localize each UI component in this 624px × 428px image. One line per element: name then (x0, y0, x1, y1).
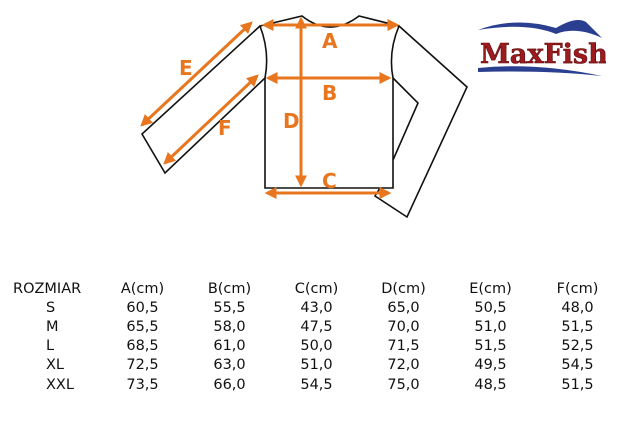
measurement-cell: 49,5 (474, 357, 507, 374)
header-e: E(cm) (469, 280, 512, 297)
measurement-cell: 66,0 (213, 376, 246, 393)
measurement-cell: 51,5 (474, 338, 507, 355)
measurement-cell: 65,5 (126, 318, 159, 335)
measurement-cell: 68,5 (126, 338, 159, 355)
header-b: B(cm) (207, 280, 252, 297)
size-table: ROZMIAR A(cm) B(cm) C(cm) D(cm) E(cm) F(… (8, 279, 621, 394)
measurement-cell: 48,5 (474, 376, 507, 393)
measurement-cell: 51,0 (300, 357, 333, 374)
maxfish-logo: MaxFish (478, 20, 606, 76)
table-row: L 68,5 61,0 50,0 71,5 51,5 52,5 (8, 337, 621, 356)
arrow-f (163, 74, 259, 165)
measurement-cell: 47,5 (300, 318, 333, 335)
label-f: F (218, 116, 232, 140)
size-cell: M (46, 318, 59, 335)
measurement-cell: 72,5 (126, 357, 159, 374)
measurement-cell: 54,5 (300, 376, 333, 393)
size-cell: XXL (46, 376, 74, 393)
label-d: D (283, 109, 300, 133)
table-header-row: ROZMIAR A(cm) B(cm) C(cm) D(cm) E(cm) F(… (8, 279, 621, 298)
header-d: D(cm) (381, 280, 426, 297)
arrow-e (140, 21, 253, 127)
measurement-cell: 51,5 (561, 318, 594, 335)
measurement-cell: 50,5 (474, 299, 507, 316)
label-b: B (322, 81, 337, 105)
table-row: XXL 73,5 66,0 54,5 75,0 48,5 51,5 (8, 375, 621, 394)
measurement-cell: 52,5 (561, 338, 594, 355)
table-row: XL 72,5 63,0 51,0 72,0 49,5 54,5 (8, 356, 621, 375)
label-c: C (322, 169, 337, 193)
label-e: E (179, 56, 193, 80)
measurement-cell: 63,0 (213, 357, 246, 374)
header-f: F(cm) (556, 280, 599, 297)
measurement-cell: 55,5 (213, 299, 246, 316)
measurement-cell: 43,0 (300, 299, 333, 316)
shirt-outline (140, 15, 468, 219)
header-a: A(cm) (120, 280, 165, 297)
measurement-cell: 54,5 (561, 357, 594, 374)
table-row: M 65,5 58,0 47,5 70,0 51,0 51,5 (8, 317, 621, 336)
header-size: ROZMIAR (13, 280, 82, 297)
measurement-cell: 51,5 (561, 376, 594, 393)
label-a: A (322, 29, 338, 53)
logo-text: MaxFish (480, 39, 606, 70)
measurement-cell: 50,0 (300, 338, 333, 355)
table-row: S 60,5 55,5 43,0 65,0 50,5 48,0 (8, 298, 621, 317)
header-c: C(cm) (294, 280, 339, 297)
measurement-cell: 51,0 (474, 318, 507, 335)
measurement-cell: 60,5 (126, 299, 159, 316)
measurement-cell: 65,0 (387, 299, 420, 316)
size-cell: S (46, 299, 56, 316)
measurement-cell: 75,0 (387, 376, 420, 393)
size-cell: L (46, 338, 55, 355)
measurement-cell: 58,0 (213, 318, 246, 335)
measurement-cell: 48,0 (561, 299, 594, 316)
measurement-cell: 71,5 (387, 338, 420, 355)
shirt-size-diagram: A B C D E F (140, 15, 468, 219)
measurement-cell: 61,0 (213, 338, 246, 355)
size-cell: XL (46, 357, 65, 374)
measurement-cell: 72,0 (387, 357, 420, 374)
measurement-cell: 73,5 (126, 376, 159, 393)
measurement-cell: 70,0 (387, 318, 420, 335)
